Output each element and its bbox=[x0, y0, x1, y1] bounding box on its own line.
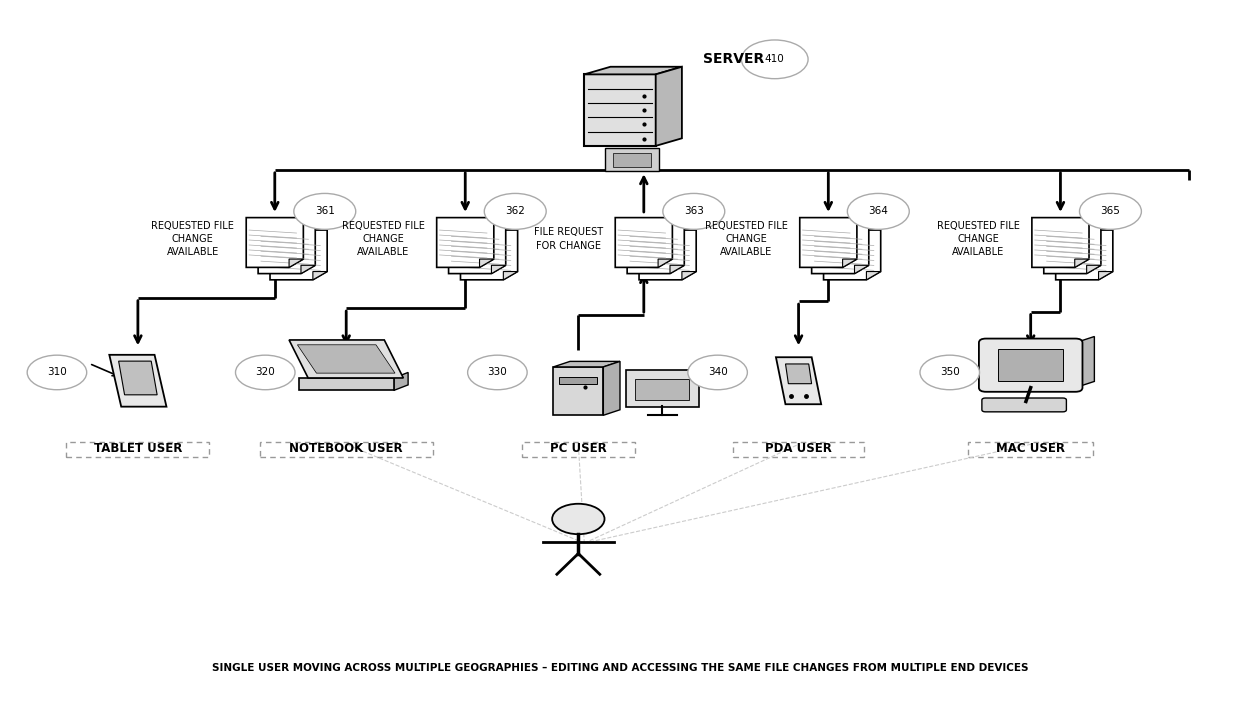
Polygon shape bbox=[1044, 224, 1101, 274]
Circle shape bbox=[294, 194, 356, 230]
Text: 320: 320 bbox=[255, 367, 275, 377]
FancyBboxPatch shape bbox=[998, 349, 1064, 382]
Text: 410: 410 bbox=[765, 54, 785, 64]
Polygon shape bbox=[491, 265, 506, 274]
Polygon shape bbox=[615, 217, 672, 267]
Text: 361: 361 bbox=[315, 207, 335, 217]
Polygon shape bbox=[553, 367, 604, 415]
Text: 340: 340 bbox=[708, 367, 728, 377]
Text: REQUESTED FILE
CHANGE
AVAILABLE: REQUESTED FILE CHANGE AVAILABLE bbox=[706, 221, 787, 257]
FancyBboxPatch shape bbox=[605, 148, 660, 171]
Polygon shape bbox=[270, 230, 327, 280]
FancyBboxPatch shape bbox=[978, 338, 1083, 392]
Text: SINGLE USER MOVING ACROSS MULTIPLE GEOGRAPHIES – EDITING AND ACCESSING THE SAME : SINGLE USER MOVING ACROSS MULTIPLE GEOGR… bbox=[212, 662, 1028, 672]
Polygon shape bbox=[584, 74, 656, 146]
Text: REQUESTED FILE
CHANGE
AVAILABLE: REQUESTED FILE CHANGE AVAILABLE bbox=[342, 221, 425, 257]
Polygon shape bbox=[480, 259, 494, 267]
Polygon shape bbox=[119, 361, 157, 395]
Circle shape bbox=[663, 194, 724, 230]
Circle shape bbox=[847, 194, 909, 230]
Polygon shape bbox=[584, 67, 682, 74]
Polygon shape bbox=[670, 265, 684, 274]
Polygon shape bbox=[109, 355, 166, 407]
Polygon shape bbox=[800, 217, 857, 267]
Polygon shape bbox=[1086, 265, 1101, 274]
Polygon shape bbox=[299, 378, 394, 390]
Circle shape bbox=[688, 355, 748, 390]
Polygon shape bbox=[658, 259, 672, 267]
Text: FILE REQUEST
FOR CHANGE: FILE REQUEST FOR CHANGE bbox=[534, 228, 604, 251]
Polygon shape bbox=[627, 224, 684, 274]
FancyBboxPatch shape bbox=[635, 379, 689, 400]
Polygon shape bbox=[1055, 230, 1112, 280]
Polygon shape bbox=[854, 265, 869, 274]
Text: 310: 310 bbox=[47, 367, 67, 377]
Polygon shape bbox=[1075, 336, 1095, 387]
Text: 350: 350 bbox=[940, 367, 960, 377]
Text: REQUESTED FILE
CHANGE
AVAILABLE: REQUESTED FILE CHANGE AVAILABLE bbox=[151, 221, 234, 257]
Polygon shape bbox=[776, 357, 821, 404]
Text: PDA USER: PDA USER bbox=[765, 441, 832, 454]
Polygon shape bbox=[289, 259, 304, 267]
Polygon shape bbox=[298, 345, 396, 373]
Polygon shape bbox=[1075, 259, 1089, 267]
Circle shape bbox=[552, 504, 605, 534]
Polygon shape bbox=[823, 230, 880, 280]
FancyBboxPatch shape bbox=[559, 377, 598, 384]
Polygon shape bbox=[843, 259, 857, 267]
Circle shape bbox=[920, 355, 980, 390]
Text: TABLET USER: TABLET USER bbox=[94, 441, 182, 454]
Polygon shape bbox=[812, 224, 869, 274]
Circle shape bbox=[236, 355, 295, 390]
Text: PC USER: PC USER bbox=[551, 441, 606, 454]
Polygon shape bbox=[449, 224, 506, 274]
Polygon shape bbox=[553, 361, 620, 367]
Text: MAC USER: MAC USER bbox=[996, 441, 1065, 454]
Text: 363: 363 bbox=[684, 207, 704, 217]
Text: 364: 364 bbox=[868, 207, 888, 217]
Polygon shape bbox=[312, 271, 327, 280]
FancyBboxPatch shape bbox=[613, 153, 651, 166]
Polygon shape bbox=[604, 361, 620, 415]
Circle shape bbox=[467, 355, 527, 390]
Polygon shape bbox=[1099, 271, 1112, 280]
Text: 330: 330 bbox=[487, 367, 507, 377]
Circle shape bbox=[27, 355, 87, 390]
Polygon shape bbox=[639, 230, 696, 280]
Polygon shape bbox=[247, 217, 304, 267]
Polygon shape bbox=[436, 217, 494, 267]
Polygon shape bbox=[1032, 217, 1089, 267]
Text: REQUESTED FILE
CHANGE
AVAILABLE: REQUESTED FILE CHANGE AVAILABLE bbox=[937, 221, 1021, 257]
FancyBboxPatch shape bbox=[626, 369, 698, 407]
Text: NOTEBOOK USER: NOTEBOOK USER bbox=[289, 441, 403, 454]
Polygon shape bbox=[867, 271, 880, 280]
Polygon shape bbox=[460, 230, 517, 280]
Polygon shape bbox=[656, 67, 682, 146]
FancyBboxPatch shape bbox=[982, 398, 1066, 412]
Circle shape bbox=[742, 40, 808, 78]
Circle shape bbox=[1080, 194, 1141, 230]
Polygon shape bbox=[301, 265, 315, 274]
Text: 362: 362 bbox=[506, 207, 526, 217]
Text: 365: 365 bbox=[1101, 207, 1121, 217]
Polygon shape bbox=[289, 340, 403, 378]
Polygon shape bbox=[258, 224, 315, 274]
Text: SERVER: SERVER bbox=[703, 53, 765, 66]
Polygon shape bbox=[785, 364, 812, 384]
Circle shape bbox=[485, 194, 546, 230]
Polygon shape bbox=[682, 271, 696, 280]
Polygon shape bbox=[394, 372, 408, 390]
Polygon shape bbox=[503, 271, 517, 280]
